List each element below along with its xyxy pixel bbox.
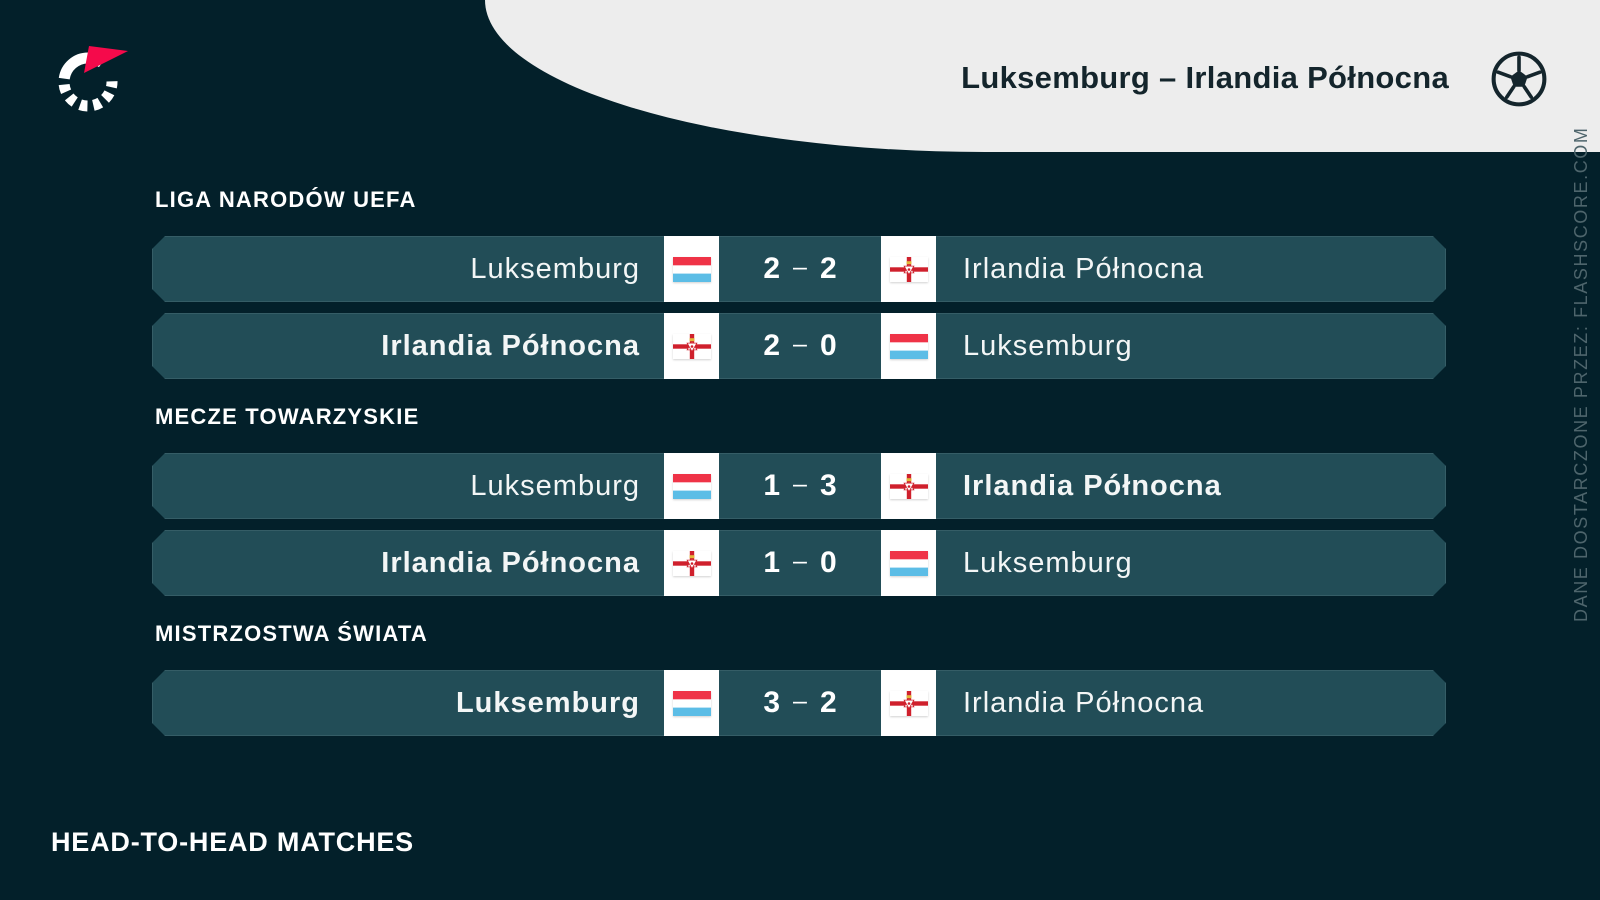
match-rows: Luksemburg 3 – 2 — [152, 670, 1446, 736]
page-title: Luksemburg – Irlandia Północna — [961, 60, 1449, 95]
logo-red-flag — [84, 46, 128, 73]
northern-ireland-flag-icon — [890, 257, 928, 282]
home-score: 2 — [763, 252, 781, 285]
home-score: 1 — [763, 546, 781, 579]
away-team-name: Irlandia Północna — [963, 469, 1222, 502]
competition-label: MECZE TOWARZYSKIE — [155, 404, 420, 429]
away-score: 3 — [819, 469, 837, 502]
home-team-flag — [664, 313, 719, 379]
match-score: 2 – 2 — [719, 236, 881, 302]
luxembourg-flag-icon — [673, 257, 711, 282]
flashscore-logo-icon — [58, 46, 128, 112]
match-rows: Luksemburg 2 – 2 — [152, 236, 1446, 379]
northern-ireland-flag-icon — [673, 551, 711, 576]
match-row: Luksemburg 1 – 3 — [152, 453, 1446, 519]
away-team-name: Irlandia Północna — [963, 252, 1205, 285]
match-row: Luksemburg 2 – 2 — [152, 236, 1446, 302]
luxembourg-flag-icon — [673, 474, 711, 499]
away-score: 0 — [819, 329, 837, 362]
home-team-name: Irlandia Północna — [381, 329, 640, 362]
home-score: 2 — [763, 329, 781, 362]
competition-label: LIGA NARODÓW UEFA — [155, 187, 417, 212]
away-team-flag — [881, 236, 936, 302]
score-separator: – — [793, 470, 807, 498]
competition-section: MISTRZOSTWA ŚWIATA Luksemburg 3 – 2 — [152, 622, 1446, 736]
home-team-flag — [664, 670, 719, 736]
home-team-flag — [664, 236, 719, 302]
away-team-flag — [881, 453, 936, 519]
home-score: 3 — [763, 686, 781, 719]
northern-ireland-flag-icon — [673, 334, 711, 359]
northern-ireland-flag-icon — [890, 474, 928, 499]
match-score: 1 – 0 — [719, 530, 881, 596]
home-team-name: Luksemburg — [470, 469, 640, 502]
provider-watermark: DANE DOSTARCZONE PRZEZ: FLASHSCORE.COM — [1571, 126, 1591, 622]
match-score: 3 – 2 — [719, 670, 881, 736]
score-separator: – — [793, 687, 807, 715]
away-team-flag — [881, 530, 936, 596]
competition-label: MISTRZOSTWA ŚWIATA — [155, 621, 428, 646]
home-score: 1 — [763, 469, 781, 502]
score-separator: – — [793, 330, 807, 358]
match-rows: Luksemburg 1 – 3 — [152, 453, 1446, 596]
away-team-flag — [881, 670, 936, 736]
footer-heading: HEAD-TO-HEAD MATCHES — [51, 827, 414, 857]
away-team-name: Irlandia Północna — [963, 686, 1205, 719]
away-score: 2 — [819, 686, 837, 719]
luxembourg-flag-icon — [673, 691, 711, 716]
match-row: Irlandia Północna 2 – 0 — [152, 313, 1446, 379]
home-team-name: Irlandia Północna — [381, 546, 640, 579]
match-row: Luksemburg 3 – 2 — [152, 670, 1446, 736]
home-team-name: Luksemburg — [455, 686, 640, 719]
home-team-name: Luksemburg — [470, 252, 640, 285]
away-score: 0 — [819, 546, 837, 579]
away-team-name: Luksemburg — [963, 329, 1133, 362]
northern-ireland-flag-icon — [890, 691, 928, 716]
match-row: Irlandia Północna 1 – 0 — [152, 530, 1446, 596]
away-score: 2 — [819, 252, 837, 285]
football-icon — [1491, 51, 1547, 107]
sections-container: LIGA NARODÓW UEFA Luksemburg 2 – 2 — [152, 188, 1446, 736]
away-team-flag — [881, 313, 936, 379]
home-team-flag — [664, 530, 719, 596]
score-separator: – — [793, 547, 807, 575]
away-team-name: Luksemburg — [963, 546, 1133, 579]
match-score: 1 – 3 — [719, 453, 881, 519]
score-separator: – — [793, 253, 807, 281]
competition-section: MECZE TOWARZYSKIE Luksemburg 1 – 3 — [152, 405, 1446, 596]
luxembourg-flag-icon — [890, 334, 928, 359]
home-team-flag — [664, 453, 719, 519]
luxembourg-flag-icon — [890, 551, 928, 576]
match-score: 2 – 0 — [719, 313, 881, 379]
competition-section: LIGA NARODÓW UEFA Luksemburg 2 – 2 — [152, 188, 1446, 379]
